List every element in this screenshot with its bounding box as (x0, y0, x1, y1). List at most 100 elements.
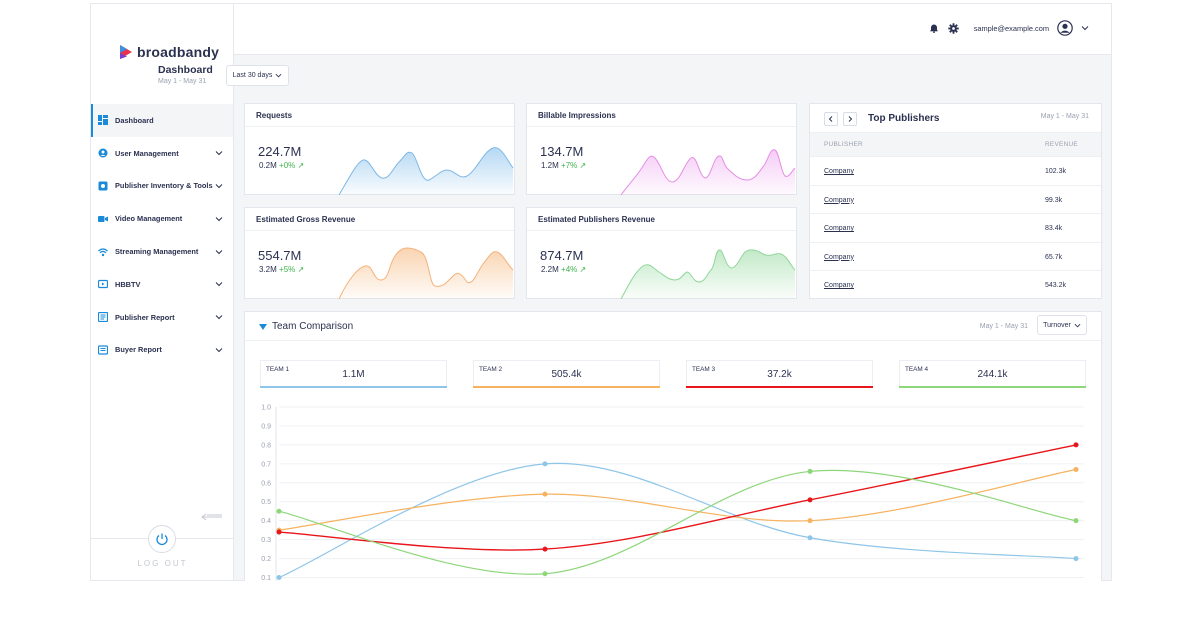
chevron-left-icon (828, 116, 833, 122)
y-tick-label: 1.0 (261, 405, 271, 412)
team-value: 505.4k (551, 369, 582, 380)
top-bar: sample@example.com (234, 4, 1111, 55)
chevron-down-icon (215, 315, 223, 320)
logout-label[interactable]: LOG OUT (137, 559, 188, 568)
table-row: Company 543.2k (810, 270, 1101, 299)
team-tab-1[interactable]: TEAM 1 1.1M (260, 360, 447, 388)
stat-card-title: Billable Impressions (538, 111, 616, 120)
column-header-revenue: REVENUE (1045, 141, 1078, 148)
user-menu-chevron-icon[interactable] (1081, 24, 1089, 32)
date-range-dropdown[interactable]: Last 30 days (226, 65, 289, 86)
sidebar-nav: Dashboard User Management Publisher Inve… (91, 104, 233, 366)
data-point[interactable] (542, 571, 548, 577)
sidebar-item-label: HBBTV (115, 279, 141, 289)
report-icon (97, 311, 109, 323)
publisher-link[interactable]: Company (824, 282, 854, 289)
requests-sparkline (338, 147, 514, 195)
data-point[interactable] (1073, 518, 1079, 524)
data-point[interactable] (542, 491, 548, 497)
stat-card-requests: Requests 224.7M 0.2M +0% ↗ (244, 103, 515, 195)
trend-up-icon: ↗ (295, 161, 305, 170)
video-camera-icon (97, 213, 109, 225)
next-button[interactable] (843, 112, 857, 126)
team-name: TEAM 1 (266, 366, 290, 373)
page-title: Dashboard (158, 64, 213, 76)
sidebar-item-label: Buyer Report (115, 345, 162, 355)
divider (527, 230, 796, 231)
team-value: 1.1M (342, 369, 365, 380)
collapse-triangle-icon[interactable] (258, 322, 268, 332)
sidebar-item-publisher-report[interactable]: Publisher Report (91, 301, 233, 334)
team-tab-2[interactable]: TEAM 2 505.4k (473, 360, 660, 388)
stat-sub: 3.2M +5% ↗ (259, 265, 304, 274)
divider (245, 340, 1101, 341)
publisher-link[interactable]: Company (824, 196, 854, 204)
sidebar-item-hbbtv[interactable]: HBBTV (91, 268, 233, 301)
publisher-link[interactable]: Company (824, 253, 854, 261)
data-point[interactable] (807, 497, 813, 503)
sidebar-item-streaming-management[interactable]: Streaming Management (91, 235, 233, 268)
stat-sub-value: 1.2M (541, 161, 559, 170)
data-point[interactable] (542, 546, 548, 552)
series-line (278, 444, 1077, 551)
stat-delta: +0% (279, 161, 296, 170)
logo-mark-icon (120, 45, 132, 59)
chevron-down-icon (1074, 323, 1081, 327)
stat-value: 224.7M (258, 144, 302, 159)
publisher-link[interactable]: Company (824, 225, 854, 232)
sidebar-item-video-management[interactable]: Video Management (91, 202, 233, 235)
revenue-cell: 65.7k (1045, 253, 1063, 261)
stat-value: 134.7M (540, 144, 584, 159)
inventory-icon (97, 180, 109, 192)
y-tick-label: 0.8 (261, 442, 271, 449)
team-comparison-card: Team Comparison May 1 - May 31 Turnover … (244, 311, 1102, 581)
y-tick-label: 0.6 (261, 480, 271, 487)
y-tick-label: 0.1 (261, 575, 271, 581)
brand-logo[interactable]: broadbandy (119, 44, 219, 60)
metric-select[interactable]: Turnover (1037, 315, 1087, 335)
team-tab-3[interactable]: TEAM 3 37.2k (686, 360, 873, 388)
data-point[interactable] (276, 529, 282, 535)
data-point[interactable] (276, 575, 282, 581)
data-point[interactable] (542, 461, 548, 467)
user-globe-icon (97, 147, 109, 159)
team-name: TEAM 2 (479, 366, 503, 373)
data-point[interactable] (1073, 556, 1079, 562)
top-publishers-pager (824, 112, 857, 126)
stat-sub: 1.2M +7% ↗ (541, 161, 586, 170)
collapse-sidebar-icon[interactable] (201, 512, 223, 522)
team-tab-4[interactable]: TEAM 4 244.1k (899, 360, 1086, 388)
metric-select-value: Turnover (1043, 321, 1071, 329)
data-point[interactable] (1073, 442, 1079, 448)
series-line (278, 462, 1077, 579)
impressions-sparkline (620, 149, 796, 195)
y-tick-label: 0.5 (261, 499, 271, 506)
publisher-link[interactable]: Company (824, 168, 854, 175)
sidebar-item-user-management[interactable]: User Management (91, 137, 233, 170)
gear-icon[interactable] (948, 22, 960, 34)
data-point[interactable] (1073, 467, 1079, 473)
y-tick-label: 0.4 (261, 518, 271, 525)
sidebar-item-dashboard[interactable]: Dashboard (91, 104, 233, 137)
stat-delta: +5% (279, 265, 296, 274)
avatar-icon[interactable] (1057, 20, 1073, 36)
chevron-down-icon (215, 282, 223, 287)
top-publishers-date-range: May 1 - May 31 (1040, 113, 1089, 120)
data-point[interactable] (807, 518, 813, 524)
team-color-bar (686, 386, 873, 388)
data-point[interactable] (807, 468, 813, 474)
team-name: TEAM 4 (905, 366, 929, 373)
sidebar: broadbandy Dashboard User Management (91, 4, 234, 580)
previous-button[interactable] (824, 112, 838, 126)
sidebar-item-buyer-report[interactable]: Buyer Report (91, 334, 233, 367)
logout-button[interactable] (148, 525, 176, 553)
stat-value: 874.7M (540, 248, 584, 263)
sidebar-item-publisher-inventory[interactable]: Publisher Inventory & Tools (91, 170, 233, 203)
bell-icon[interactable] (928, 22, 940, 34)
stat-sub-value: 0.2M (259, 161, 277, 170)
chevron-right-icon (848, 116, 853, 122)
buyer-report-icon (97, 344, 109, 356)
data-point[interactable] (276, 508, 282, 514)
data-point[interactable] (807, 535, 813, 541)
user-email[interactable]: sample@example.com (973, 23, 1049, 33)
